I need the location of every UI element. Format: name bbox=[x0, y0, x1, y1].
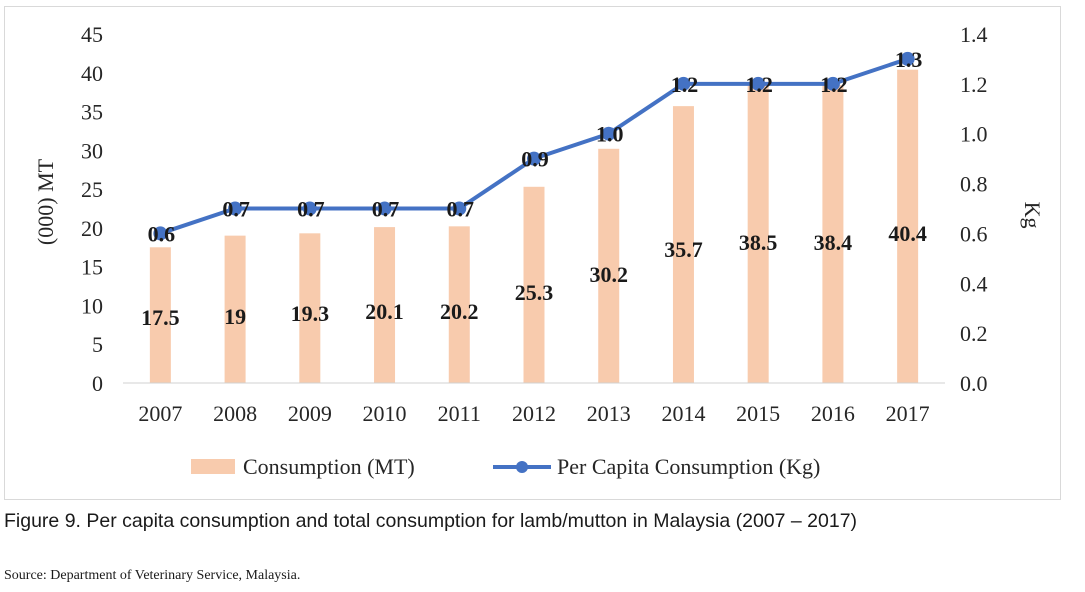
legend-label-consumption: Consumption (MT) bbox=[243, 454, 415, 479]
line-marker-2017 bbox=[900, 51, 915, 66]
y-tick-label: 20 bbox=[81, 216, 103, 241]
y2-tick-label: 0.4 bbox=[960, 271, 988, 296]
y-axis-title: (000) MT bbox=[33, 158, 58, 245]
line-value-label: 0.7 bbox=[222, 197, 250, 222]
y2-tick-label: 0.6 bbox=[960, 221, 988, 246]
line-value-label: 1.2 bbox=[820, 72, 848, 97]
line-marker-2009 bbox=[302, 201, 317, 216]
x-tick-label: 2016 bbox=[811, 401, 855, 426]
line-marker-2015 bbox=[751, 76, 766, 91]
bar-value-label: 20.1 bbox=[365, 299, 404, 324]
y-tick-label: 40 bbox=[81, 61, 103, 86]
legend-marker-per-capita bbox=[516, 461, 528, 473]
chart-frame: 0 5 10 15 20 25 30 35 40 45 0.0 0.2 0.4 0.6 0.8 1.0 1.2 1… bbox=[4, 6, 1061, 500]
y2-tick-label: 1.0 bbox=[960, 122, 988, 147]
bar-value-label: 25.3 bbox=[515, 280, 554, 305]
y-tick-label: 0 bbox=[92, 371, 103, 396]
line-value-label: 0.6 bbox=[148, 221, 176, 246]
data-labels-group: 17.5 19 19.3 20.1 20.2 25.3 30.2 35.7 38.5 38.4 40… bbox=[141, 47, 927, 330]
line-value-label: 1.0 bbox=[596, 122, 624, 147]
line-value-label: 1.3 bbox=[895, 47, 923, 72]
y2-tick-label: 0.8 bbox=[960, 172, 988, 197]
line-marker-2016 bbox=[825, 76, 840, 91]
line-group bbox=[153, 51, 915, 241]
line-value-label: 0.7 bbox=[372, 197, 400, 222]
bar-value-label: 40.4 bbox=[888, 221, 927, 246]
bar-2017 bbox=[897, 69, 919, 384]
line-marker-2013 bbox=[601, 126, 616, 141]
line-value-label: 1.2 bbox=[671, 72, 699, 97]
line-value-label: 0.7 bbox=[297, 197, 325, 222]
line-marker-2010 bbox=[377, 201, 392, 216]
figure-caption: Figure 9. Per capita consumption and tot… bbox=[4, 510, 858, 532]
legend: Consumption (MT) Per Capita Consumption … bbox=[191, 454, 820, 479]
x-tick-label: 2007 bbox=[138, 401, 182, 426]
bar-value-label: 19.3 bbox=[291, 301, 330, 326]
line-value-label: 0.9 bbox=[521, 147, 549, 172]
y-tick-label: 45 bbox=[81, 22, 103, 47]
bar-2008 bbox=[224, 235, 246, 383]
y2-tick-label: 1.4 bbox=[960, 22, 988, 47]
y-tick-label: 25 bbox=[81, 177, 103, 202]
y-tick-label: 5 bbox=[92, 332, 103, 357]
line-marker-2007 bbox=[153, 226, 168, 241]
line-marker-2011 bbox=[452, 201, 467, 216]
x-tick-label: 2013 bbox=[587, 401, 631, 426]
chart: 0510152025303540450.00.20.40.60.81.01.21… bbox=[33, 22, 1045, 479]
x-tick-label: 2014 bbox=[661, 401, 705, 426]
x-tick-label: 2017 bbox=[886, 401, 930, 426]
bar-value-label: 38.5 bbox=[739, 230, 778, 255]
y2-axis-title: Kg bbox=[1020, 202, 1045, 229]
x-tick-label: 2008 bbox=[213, 401, 257, 426]
bar-2016 bbox=[822, 85, 844, 383]
line-marker-2008 bbox=[228, 201, 243, 216]
bar-value-label: 19 bbox=[224, 304, 246, 329]
axes-group: 0510152025303540450.00.20.40.60.81.01.21… bbox=[81, 22, 988, 426]
bar-2012 bbox=[523, 186, 545, 383]
y-tick-label: 35 bbox=[81, 100, 103, 125]
bar-value-label: 38.4 bbox=[814, 230, 853, 255]
bar-2011 bbox=[448, 226, 470, 383]
bar-2007 bbox=[149, 247, 171, 383]
bar-2013 bbox=[598, 148, 620, 383]
bar-value-label: 30.2 bbox=[589, 262, 628, 287]
x-tick-label: 2010 bbox=[363, 401, 407, 426]
y-tick-label: 30 bbox=[81, 138, 103, 163]
bar-2014 bbox=[672, 106, 694, 384]
x-tick-label: 2011 bbox=[438, 401, 481, 426]
source-note: Source: Department of Veterinary Service… bbox=[4, 568, 301, 583]
bar-2015 bbox=[747, 84, 769, 384]
legend-swatch-consumption bbox=[191, 459, 235, 474]
bars-group bbox=[149, 69, 919, 384]
y-tick-label: 10 bbox=[81, 293, 103, 318]
line-value-label: 0.7 bbox=[447, 197, 475, 222]
bar-value-label: 17.5 bbox=[141, 305, 180, 330]
bar-2009 bbox=[299, 233, 321, 383]
line-value-label: 1.2 bbox=[745, 72, 773, 97]
bar-value-label: 20.2 bbox=[440, 299, 479, 324]
bar-2010 bbox=[374, 227, 396, 383]
y2-tick-label: 0.2 bbox=[960, 321, 988, 346]
bar-value-label: 35.7 bbox=[664, 237, 703, 262]
y2-tick-label: 1.2 bbox=[960, 72, 988, 97]
x-tick-label: 2009 bbox=[288, 401, 332, 426]
x-tick-label: 2015 bbox=[736, 401, 780, 426]
legend-label-per-capita: Per Capita Consumption (Kg) bbox=[557, 454, 820, 479]
line-marker-2012 bbox=[527, 151, 541, 166]
x-tick-label: 2012 bbox=[512, 401, 556, 426]
y2-tick-label: 0.0 bbox=[960, 371, 988, 396]
y-tick-label: 15 bbox=[81, 255, 103, 280]
line-marker-2014 bbox=[676, 76, 691, 91]
